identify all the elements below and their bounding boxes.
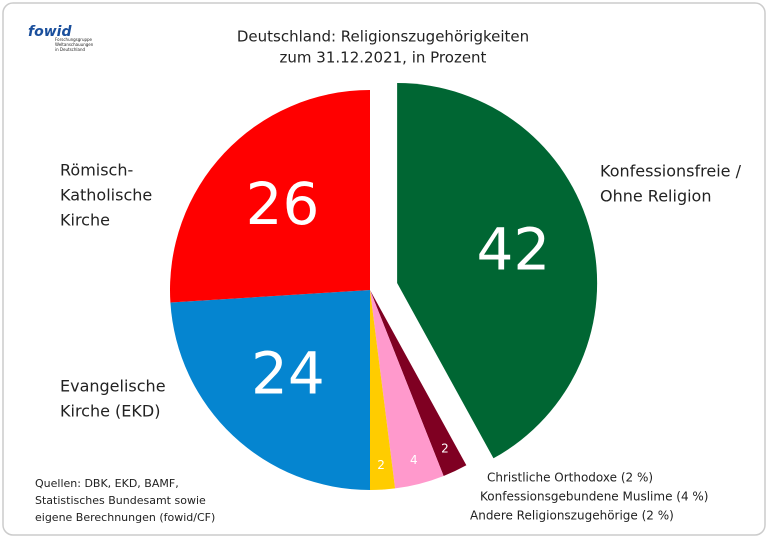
source: eigene Berechnungen (fowid/CF) <box>35 511 215 524</box>
logo-subtitle: Weltanschauungen <box>55 42 94 47</box>
value-label: 24 <box>251 340 325 408</box>
category-label: Evangelische <box>60 377 166 396</box>
logo-subtitle: Forschungsgruppe <box>55 37 93 42</box>
source: Statistisches Bundesamt sowie <box>35 494 206 507</box>
category-label: Andere Religionszugehörige (2 %) <box>470 509 674 523</box>
value-label: 2 <box>441 442 449 456</box>
category-label: Kirche (EKD) <box>60 402 160 421</box>
category-label: Konfessionsfreie / <box>600 162 742 181</box>
logo-subtitle: in Deutschland <box>55 47 85 52</box>
value-label: 26 <box>246 170 320 238</box>
category-label: Katholische <box>60 186 152 205</box>
value-label: 2 <box>377 458 385 472</box>
pie-slice <box>370 290 467 476</box>
category-label: Römisch- <box>60 161 133 180</box>
value-label: 42 <box>476 215 550 283</box>
category-label: Konfessionsgebundene Muslime (4 %) <box>480 490 708 504</box>
category-label: Christliche Orthodoxe (2 %) <box>487 471 653 485</box>
pie-slice <box>170 90 370 303</box>
category-label: Ohne Religion <box>600 187 711 206</box>
logo: fowid <box>28 24 72 40</box>
value-label: 4 <box>410 453 418 467</box>
category-label: Kirche <box>60 211 110 230</box>
chart-subtitle: zum 31.12.2021, in Prozent <box>280 49 487 67</box>
source: Quellen: DBK, EKD, BAMF, <box>35 477 179 490</box>
pie-slice <box>370 290 444 489</box>
pie-slice <box>370 290 396 490</box>
chart-title: Deutschland: Religionszugehörigkeiten <box>237 28 529 46</box>
pie-slice <box>170 290 370 490</box>
pie-slice <box>397 83 598 459</box>
